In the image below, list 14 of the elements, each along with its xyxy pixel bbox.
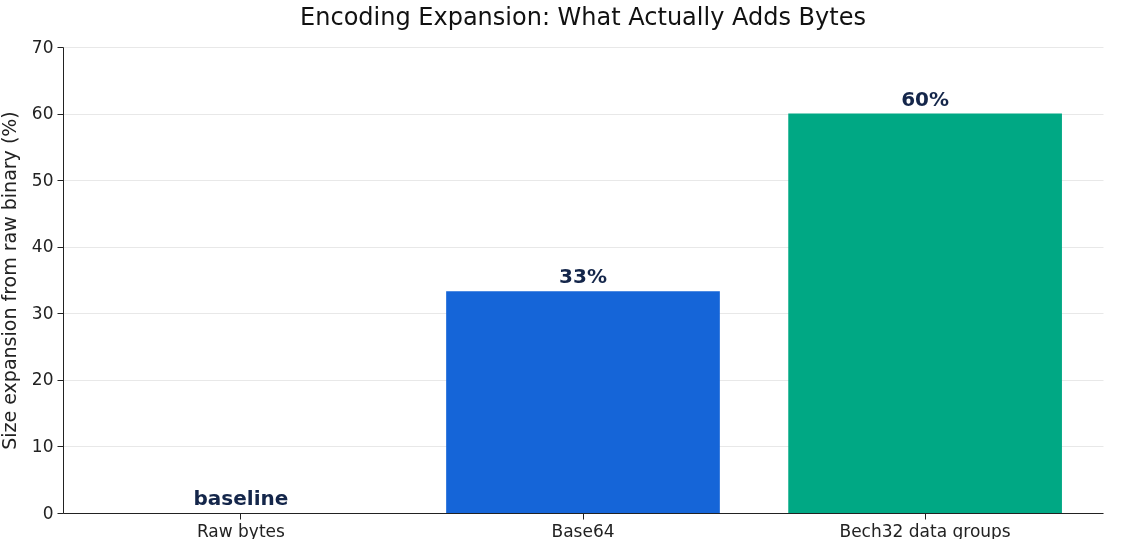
chart-title: Encoding Expansion: What Actually Adds Bytes <box>300 3 866 31</box>
data-label: 33% <box>559 264 607 289</box>
y-tick-label: 20 <box>31 369 54 390</box>
data-label: 60% <box>901 86 950 111</box>
y-tick-label: 0 <box>42 502 54 523</box>
data-label: baseline <box>193 486 289 510</box>
y-tick-label: 40 <box>31 236 54 257</box>
y-tick-label: 30 <box>31 302 54 323</box>
y-tick-label: 10 <box>31 435 54 456</box>
y-axis-title: Size expansion from raw binary (%) <box>0 111 20 450</box>
y-tick-label: 60 <box>31 103 54 124</box>
x-tick-label: Base64 <box>551 520 615 541</box>
y-tick-label: 70 <box>31 36 54 57</box>
y-tick-label: 50 <box>31 169 54 190</box>
